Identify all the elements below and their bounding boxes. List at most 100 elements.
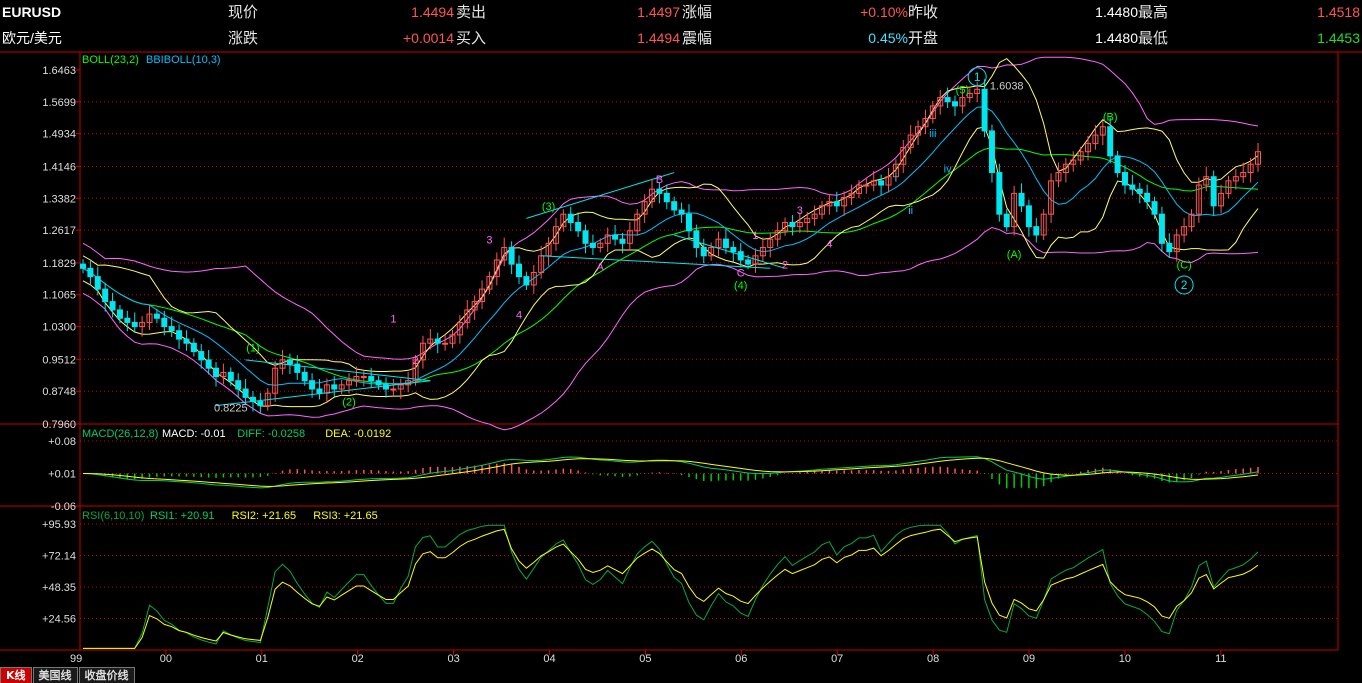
tab-close-line[interactable]: 收盘价线 bbox=[78, 667, 135, 683]
candle-down bbox=[382, 384, 389, 390]
candle-up bbox=[412, 359, 419, 382]
rsi2-line bbox=[83, 528, 1259, 649]
x-tick-label: 04 bbox=[543, 653, 555, 665]
x-tick-label: 06 bbox=[735, 653, 747, 665]
candle-down bbox=[176, 330, 183, 340]
macd-tick-label: +0.01 bbox=[48, 469, 76, 481]
candle-down bbox=[952, 101, 959, 107]
price-tick-label: 0.7960 bbox=[42, 419, 76, 431]
candle-up bbox=[493, 259, 500, 278]
wave-circle bbox=[967, 67, 987, 87]
candle-up bbox=[848, 192, 855, 199]
candle-down bbox=[1025, 205, 1032, 228]
candle-down bbox=[80, 263, 86, 269]
candle-down bbox=[619, 238, 626, 244]
label-open: 开盘 bbox=[908, 29, 939, 47]
wave-label: iii bbox=[929, 128, 936, 140]
candle-up bbox=[1232, 176, 1239, 182]
candle-down bbox=[722, 238, 729, 248]
candle-down bbox=[235, 380, 242, 390]
wave-label: (4) bbox=[734, 280, 747, 292]
bbiboll-lower-line bbox=[82, 126, 1259, 408]
candle-down bbox=[109, 301, 116, 311]
rsi-tick-label: +72.14 bbox=[42, 551, 76, 563]
wave-label: (C) bbox=[1176, 259, 1191, 271]
candle-up bbox=[1255, 151, 1261, 165]
candle-down bbox=[700, 246, 707, 257]
candle-down bbox=[1114, 155, 1121, 174]
quote-header: EURUSD 欧元/美元 现价 1.4494 卖出 1.4497 涨幅 +0.1… bbox=[0, 0, 1362, 52]
price-series-group bbox=[82, 56, 1259, 431]
value-last-price: 1.4494 bbox=[411, 4, 454, 20]
candle-up bbox=[634, 213, 641, 232]
candle-up bbox=[501, 246, 508, 261]
label-change: 涨跌 bbox=[228, 29, 259, 47]
label-high: 最高 bbox=[1138, 3, 1169, 21]
tab-ohlc[interactable]: 美国线 bbox=[32, 667, 78, 683]
candle-down bbox=[102, 288, 109, 303]
candle-up bbox=[146, 313, 153, 323]
macd-tick-label: +0.08 bbox=[48, 436, 76, 448]
x-tick-label: 05 bbox=[639, 653, 651, 665]
wave-label: (B) bbox=[1103, 112, 1118, 124]
candle-up bbox=[1011, 192, 1018, 228]
candle-down bbox=[1033, 226, 1040, 236]
candle-down bbox=[168, 326, 175, 332]
candle-down bbox=[1129, 184, 1136, 190]
wave-circle-label: 2 bbox=[1181, 278, 1188, 292]
price-tick-label: 1.4146 bbox=[42, 161, 76, 173]
candle-up bbox=[1085, 142, 1092, 153]
value-low: 1.4453 bbox=[1317, 30, 1360, 46]
candle-down bbox=[161, 317, 168, 328]
value-amplitude: 0.45% bbox=[868, 30, 908, 46]
macd-legend-item: DIFF: -0.0258 bbox=[237, 428, 305, 440]
candle-down bbox=[131, 321, 138, 328]
candle-up bbox=[907, 134, 914, 149]
candle-up bbox=[604, 234, 611, 244]
candle-down bbox=[286, 359, 293, 365]
candle-up bbox=[974, 88, 981, 94]
wave-label: ii bbox=[908, 205, 913, 217]
candle-down bbox=[944, 97, 951, 103]
candle-down bbox=[294, 363, 301, 373]
candle-down bbox=[567, 213, 574, 223]
macd-bars-group bbox=[89, 463, 1259, 489]
candle-down bbox=[434, 338, 441, 344]
x-tick-label: 99 bbox=[70, 653, 82, 665]
candle-down bbox=[331, 384, 338, 390]
rsi-legend-item: RSI2: +21.65 bbox=[232, 510, 297, 522]
wave-label: (A) bbox=[1007, 249, 1022, 261]
candle-up bbox=[959, 97, 966, 107]
wave-label: 3 bbox=[486, 234, 492, 246]
candle-down bbox=[1018, 192, 1025, 207]
x-tick-label: 07 bbox=[831, 653, 843, 665]
candle-up bbox=[1055, 172, 1062, 182]
boll-upper-line bbox=[82, 56, 1259, 360]
tab-candlestick[interactable]: K线 bbox=[0, 667, 32, 683]
candle-down bbox=[87, 267, 94, 278]
candle-up bbox=[708, 246, 715, 257]
rsi-title: RSI(6,10,10) bbox=[82, 510, 144, 522]
price-tick-label: 1.0300 bbox=[42, 322, 76, 334]
candle-up bbox=[1062, 163, 1069, 174]
bbiboll-upper-line bbox=[82, 57, 1259, 372]
candle-up bbox=[1040, 213, 1047, 236]
candle-down bbox=[1210, 176, 1217, 207]
macd-legend-item: MACD: -0.01 bbox=[162, 428, 226, 440]
candle-down bbox=[589, 242, 596, 248]
label-change-pct: 涨幅 bbox=[682, 3, 713, 21]
candle-down bbox=[1121, 172, 1128, 186]
candle-up bbox=[449, 334, 456, 344]
boll-title: BOLL(23,2) bbox=[82, 54, 139, 66]
label-last-price: 现价 bbox=[228, 3, 259, 21]
candle-down bbox=[116, 309, 123, 319]
candle-up bbox=[1048, 180, 1055, 215]
wave-trendline bbox=[674, 234, 786, 269]
x-tick-label: 09 bbox=[1023, 653, 1035, 665]
candle-down bbox=[1144, 192, 1151, 203]
candle-up bbox=[1240, 172, 1247, 178]
candle-up bbox=[1225, 180, 1232, 194]
candle-up bbox=[767, 238, 774, 248]
x-tick-label: 11 bbox=[1215, 653, 1226, 665]
